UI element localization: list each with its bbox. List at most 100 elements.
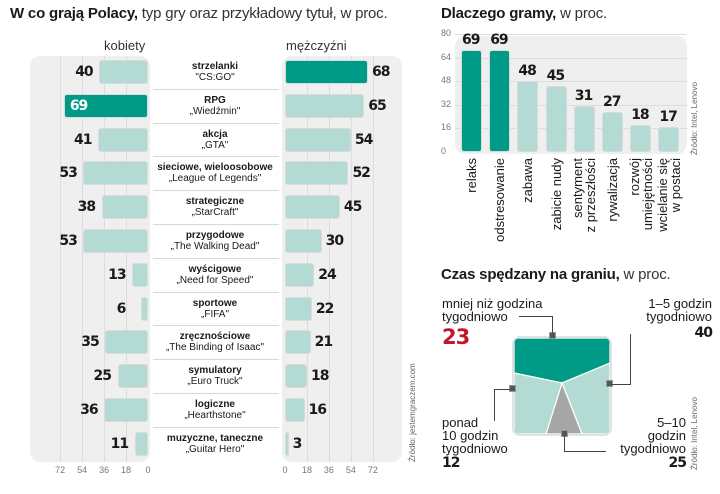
- value-reason: 69: [490, 32, 509, 49]
- bar-women: [83, 161, 148, 186]
- category-reason: wcielanie się w postaci: [655, 158, 683, 268]
- time-chart-title: Czas spędzany na graniu, w proc.: [441, 266, 671, 283]
- category-example: „Euro Truck": [187, 376, 243, 388]
- x-tick-right: 36: [323, 465, 334, 475]
- category-example: „Guitar Hero": [185, 443, 245, 455]
- reasons-chart-title: Dlaczego gramy, w proc.: [441, 5, 607, 22]
- category-type: sportowe: [192, 297, 238, 309]
- category-example: „Hearthstone": [184, 410, 246, 421]
- value-men: 30: [325, 233, 345, 249]
- category-reason-line: umiejętności: [639, 158, 655, 231]
- value-women: 41: [73, 131, 93, 148]
- y-tick: 0: [441, 146, 447, 156]
- marker-over-10h: [509, 385, 516, 392]
- header-women: kobiety: [104, 38, 146, 53]
- category-reason-line: rozwój: [626, 158, 642, 196]
- leader-5-10h-h: [564, 451, 606, 452]
- x-tick-left: 72: [55, 465, 66, 475]
- bar-men: [285, 262, 315, 287]
- category-example: „League of Legends": [168, 173, 262, 185]
- grid-line-left: [60, 56, 62, 462]
- category-type: strzelanki: [191, 61, 239, 72]
- category-separator: [153, 224, 279, 225]
- y-tick: 32: [441, 98, 452, 109]
- value-under-1h: 23: [442, 325, 470, 349]
- label-5-10h: 5–10 godzin tygodniowo 25: [590, 416, 687, 471]
- bar-women: [83, 229, 148, 253]
- y-tick: 16: [441, 122, 452, 133]
- category-reason: relaks: [464, 158, 479, 268]
- label-over-10h-line2: 10 godzin: [442, 428, 499, 443]
- bar-reason: [489, 50, 511, 152]
- grid-line-right: [328, 56, 330, 462]
- bar-men: [285, 330, 311, 355]
- label-under-1h: mniej niż godzina tygodniowo 23: [442, 297, 542, 349]
- bar-men: [285, 93, 365, 118]
- time-title-bold: Czas spędzany na graniu,: [441, 266, 620, 283]
- grid-line-left: [82, 56, 84, 462]
- category-reason-line: w postaci: [667, 158, 683, 213]
- category-reason: rozwój umiejętności: [626, 158, 655, 268]
- category-type: zręcznościowe: [179, 331, 251, 343]
- category-reason: sentyment z przeszłości: [570, 158, 598, 268]
- bar-men: [285, 127, 351, 152]
- leader-over-10h-v: [494, 389, 495, 421]
- bar-men: [285, 398, 305, 422]
- value-women: 25: [93, 368, 113, 385]
- value-women: 6: [116, 300, 127, 317]
- bar-women: [63, 93, 148, 118]
- label-1-5h-line1: 1–5 godzin: [648, 296, 712, 311]
- category-separator: [153, 393, 279, 394]
- category-separator: [153, 257, 279, 259]
- leader-under-1h-v: [552, 316, 553, 333]
- label-1-5h-line2: tygodniowo: [646, 309, 712, 324]
- value-reason: 31: [574, 88, 594, 105]
- category-type: symulatory: [188, 365, 242, 377]
- bar-men: [285, 431, 289, 456]
- time-square-pie: [512, 336, 612, 436]
- value-reason: 27: [603, 94, 622, 111]
- category-type: logiczne: [194, 399, 235, 410]
- bar-reason: [630, 125, 652, 152]
- label-over-10h-line1: ponad: [442, 415, 479, 430]
- x-tick-left: 18: [121, 465, 132, 475]
- x-tick-right: 54: [345, 465, 356, 475]
- bar-men: [285, 60, 368, 84]
- category-example: „FIFA": [201, 308, 229, 320]
- slice-1-5h: [561, 362, 610, 434]
- category-label: wyścigowe „Need for Speed": [150, 264, 280, 286]
- category-reason: rywalizacja: [605, 158, 620, 268]
- time-title-rest: w proc.: [619, 266, 671, 283]
- label-5-10h-line2: godzin: [647, 428, 686, 443]
- value-reason: 18: [631, 107, 650, 124]
- label-under-1h-line2: tygodniowo: [442, 309, 508, 324]
- category-reason-line: rywalizacja: [605, 158, 620, 222]
- value-women: 36: [80, 402, 99, 418]
- bar-reason: [602, 112, 623, 152]
- value-men: 3: [292, 435, 303, 452]
- bar-men: [285, 161, 349, 186]
- label-1-5h: 1–5 godzin tygodniowo 40: [600, 296, 713, 341]
- leader-5-10h-v: [564, 436, 565, 451]
- category-reason-line: zabawa: [520, 158, 536, 203]
- bar-reason: [573, 106, 595, 152]
- bar-men: [285, 296, 312, 321]
- bar-reason: [517, 81, 539, 152]
- value-women: 69: [69, 97, 89, 114]
- category-reason: zabicie nudy: [548, 158, 564, 268]
- bar-women: [105, 330, 148, 355]
- header-men: mężczyźni: [286, 38, 347, 53]
- marker-1-5h: [606, 380, 613, 387]
- x-tick-left: 54: [77, 465, 88, 475]
- category-reason: zabawa: [520, 158, 536, 268]
- category-separator: [153, 426, 279, 428]
- value-over-10h: 12: [442, 455, 460, 471]
- category-example: „GTA": [201, 139, 229, 151]
- value-women: 13: [108, 266, 127, 283]
- category-type: RPG: [204, 94, 226, 106]
- category-reason-line: zabicie nudy: [548, 158, 564, 231]
- bar-women: [140, 296, 148, 321]
- category-example: „StarCraft": [191, 207, 239, 219]
- category-label: przygodowe „The Walking Dead": [150, 230, 280, 252]
- reasons-title-rest: w proc.: [556, 5, 608, 22]
